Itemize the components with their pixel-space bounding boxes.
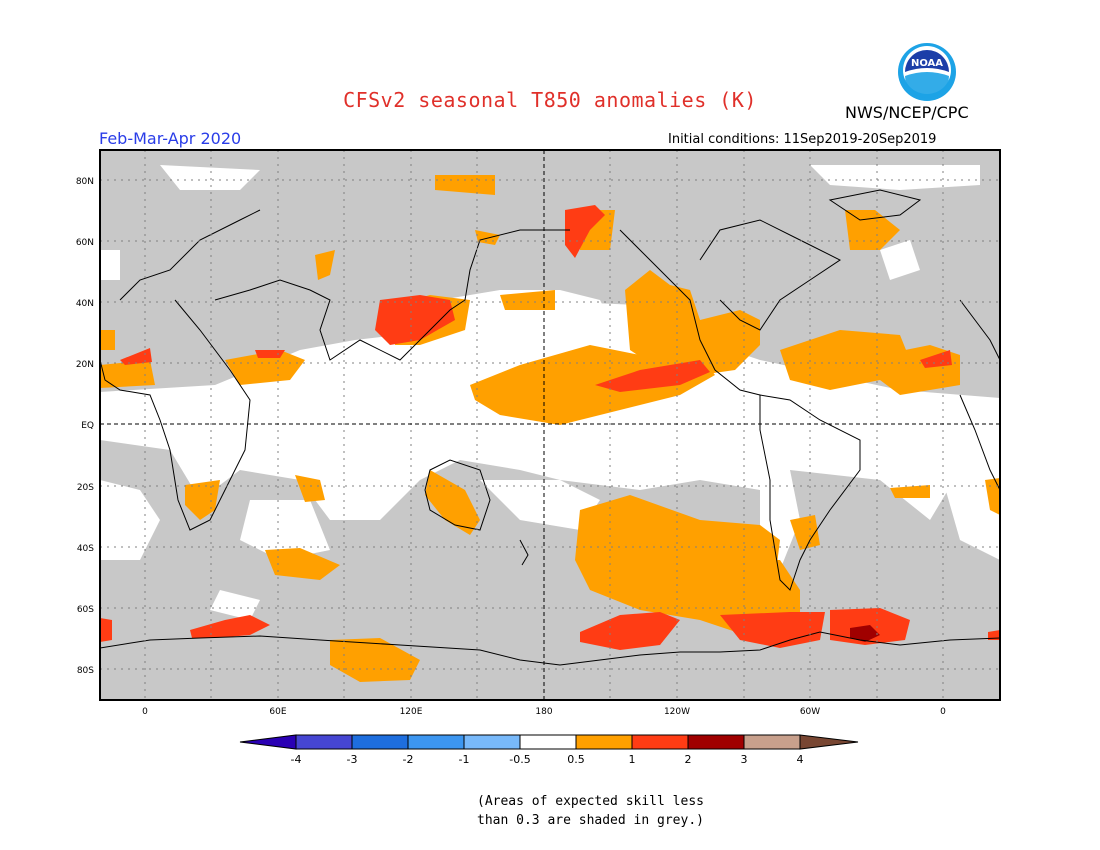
lat-label: 60N (76, 238, 94, 248)
initial-conditions: Initial conditions: 11Sep2019-20Sep2019 (668, 132, 937, 147)
map-frame (99, 149, 1001, 701)
colorbar-cell (407, 734, 465, 750)
colorbar-cell (631, 734, 689, 750)
colorbar-tick-label: -1 (459, 753, 470, 766)
lat-label: 40N (76, 299, 94, 309)
lon-label: 0 (940, 707, 946, 717)
colorbar-cell (743, 734, 801, 750)
colorbar-tick-label: -0.5 (509, 753, 530, 766)
lat-label: 60S (77, 605, 94, 615)
colorbar-cell (575, 734, 633, 750)
colorbar-cell (351, 734, 409, 750)
agency-label: NWS/NCEP/CPC (845, 103, 969, 122)
footnote-line-2: than 0.3 are shaded in grey.) (477, 813, 704, 828)
graticule (100, 150, 1000, 700)
lat-labels: 80N 60N 40N 20N EQ 20S 40S 60S 80S (76, 177, 94, 676)
anomaly-warm-2-3 (850, 625, 880, 642)
map-title: CFSv2 seasonal T850 anomalies (K) (343, 88, 757, 112)
colorbar-tick-label: 1 (629, 753, 636, 766)
colorbar-tick-label: 3 (741, 753, 748, 766)
lat-label: 80S (77, 666, 94, 676)
neutral-regions (100, 165, 1000, 620)
colorbar-tick-label: -3 (347, 753, 358, 766)
colorbar-tick-label: -2 (403, 753, 414, 766)
lon-labels: 0 60E 120E 180 120W 60W 0 (142, 707, 946, 717)
anomaly-warm-1-2 (100, 205, 1000, 650)
lon-label: 60W (800, 707, 820, 717)
colorbar-cell (295, 734, 353, 750)
lat-label: 40S (77, 544, 94, 554)
lat-label: 20N (76, 360, 94, 370)
lon-label: 60E (269, 707, 286, 717)
colorbar-tick-label: 0.5 (567, 753, 585, 766)
colorbar-cell (519, 734, 577, 750)
forecast-period: Feb-Mar-Apr 2020 (99, 129, 242, 148)
colorbar-cell (687, 734, 745, 750)
anomaly-warm-0.5-1 (100, 175, 1000, 682)
lon-label: 120E (400, 707, 423, 717)
colorbar-cell (799, 734, 859, 750)
coastlines (100, 189, 1000, 666)
colorbar-labels: -4 -3 -2 -1 -0.5 0.5 1 2 3 4 (291, 753, 804, 766)
colorbar-tick-label: 4 (797, 753, 804, 766)
lat-label: 80N (76, 177, 94, 187)
skill-footnote: (Areas of expected skill less than 0.3 a… (477, 792, 704, 830)
low-skill-background (100, 150, 1000, 700)
lon-label: 120W (664, 707, 690, 717)
lat-label: EQ (81, 421, 94, 431)
lon-label: 0 (142, 707, 148, 717)
colorbar-cell (239, 734, 297, 750)
colorbar-tick-label: -4 (291, 753, 302, 766)
noaa-logo: NOAA (898, 43, 956, 101)
lat-label: 20S (77, 483, 94, 493)
lon-label: 180 (535, 707, 552, 717)
footnote-line-1: (Areas of expected skill less (477, 794, 704, 809)
colorbar-cell (463, 734, 521, 750)
noaa-logo-text: NOAA (911, 58, 943, 69)
colorbar (239, 734, 859, 750)
colorbar-tick-label: 2 (685, 753, 692, 766)
